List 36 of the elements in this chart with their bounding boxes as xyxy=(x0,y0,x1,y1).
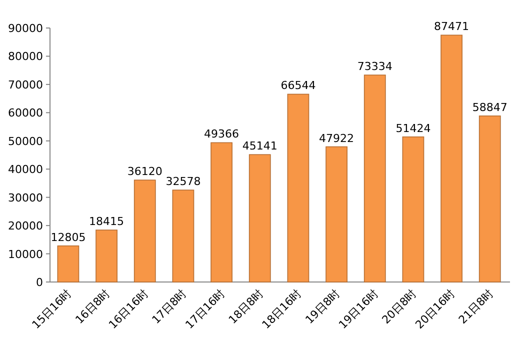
data-label: 51424 xyxy=(396,122,431,135)
bar xyxy=(326,146,348,282)
bar xyxy=(248,154,271,282)
data-label: 32578 xyxy=(166,175,201,188)
bar xyxy=(478,116,501,282)
data-label: 58847 xyxy=(472,100,508,114)
bar xyxy=(57,245,80,282)
y-tick-label: 60000 xyxy=(8,106,43,120)
bar xyxy=(440,34,462,282)
data-label: 66544 xyxy=(280,79,316,92)
data-label: 47922 xyxy=(319,132,354,145)
data-label: 18415 xyxy=(89,215,124,228)
x-tick-label: 15日16时 xyxy=(30,286,74,332)
y-tick-label: 40000 xyxy=(8,163,43,176)
y-tick-label: 20000 xyxy=(8,220,43,233)
data-label: 45141 xyxy=(242,140,278,153)
data-label: 87471 xyxy=(434,20,470,34)
data-label: 49366 xyxy=(204,128,240,141)
y-tick-label: 70000 xyxy=(8,78,43,92)
y-tick-label: 0 xyxy=(36,276,43,289)
data-label: 73334 xyxy=(357,60,392,74)
x-tick-label: 21日8时 xyxy=(456,286,496,327)
data-label: 36120 xyxy=(127,165,162,178)
y-tick-label: 80000 xyxy=(8,50,43,64)
y-tick-label: 90000 xyxy=(8,22,43,35)
bar xyxy=(172,190,194,282)
bar xyxy=(364,74,386,282)
bar xyxy=(287,94,310,282)
bar xyxy=(96,230,118,282)
bar xyxy=(134,180,156,282)
y-tick-label: 10000 xyxy=(8,248,43,261)
bar xyxy=(210,142,232,282)
data-label: 12805 xyxy=(50,230,86,244)
bar xyxy=(402,136,424,282)
y-tick-label: 50000 xyxy=(8,134,43,148)
y-tick-label: 30000 xyxy=(8,191,43,204)
